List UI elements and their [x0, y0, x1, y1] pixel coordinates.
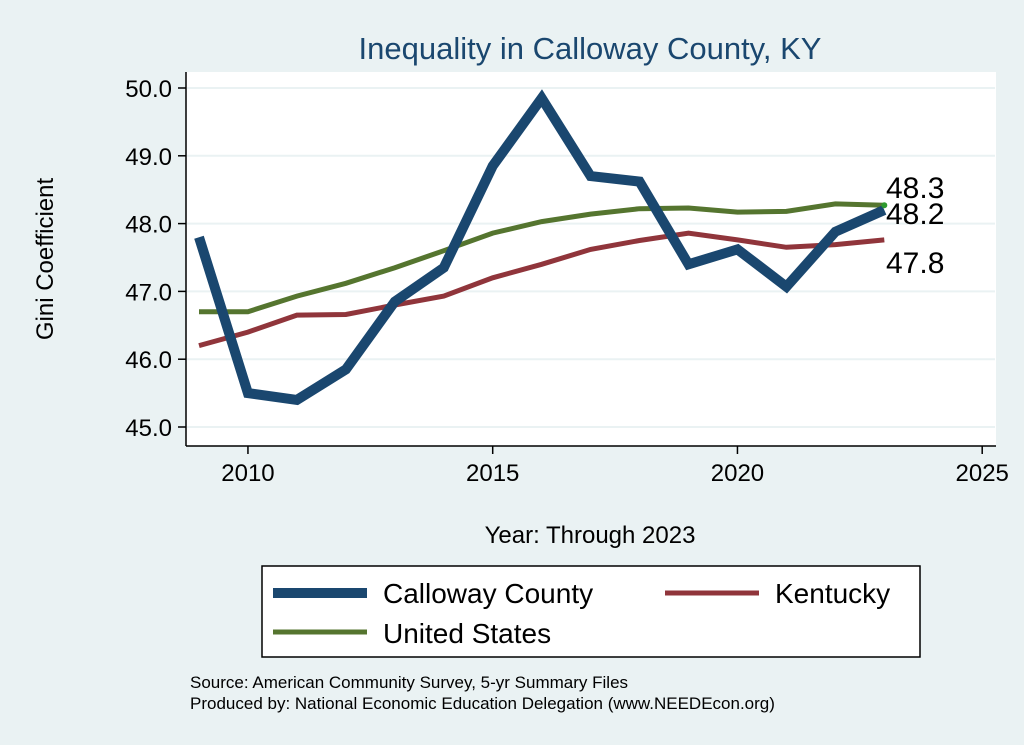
series-line-kentucky — [198, 230, 885, 349]
producer-note: Produced by: National Economic Education… — [190, 694, 775, 713]
end-label-kentucky: 47.8 — [886, 247, 944, 280]
legend-label-kentucky: Kentucky — [775, 578, 890, 609]
y-tick-label: 47.0 — [125, 279, 172, 306]
y-tick-label: 46.0 — [125, 347, 172, 374]
x-axis-title: Year: Through 2023 — [485, 522, 696, 549]
y-tick-label: 45.0 — [125, 415, 172, 442]
x-axis-ticks: 2010 2015 2020 2025 — [221, 446, 1009, 487]
y-axis-title: Gini Coefficient — [32, 178, 59, 341]
series-line-united-states — [199, 201, 885, 315]
y-tick-label: 49.0 — [125, 144, 172, 171]
x-tick-label: 2020 — [711, 460, 764, 487]
legend-label-calloway-county: Calloway County — [383, 578, 593, 609]
y-tick-label: 50.0 — [125, 76, 172, 103]
united-states-end-marker — [881, 202, 888, 209]
x-tick-label: 2010 — [221, 460, 274, 487]
legend-label-united-states: United States — [383, 618, 551, 649]
end-labels: 48.348.2 47.8 — [886, 172, 944, 280]
x-tick-label: 2015 — [466, 460, 519, 487]
legend-box — [261, 565, 921, 658]
end-label-united-states: 48.3 — [886, 172, 944, 205]
y-axis-ticks: 45.0 46.0 47.0 48.0 49.0 50.0 — [125, 76, 186, 442]
series-line-calloway-county — [194, 89, 887, 406]
y-tick-label: 48.0 — [125, 212, 172, 239]
legend: Calloway County Kentucky United States — [261, 565, 921, 658]
chart-title: Inequality in Calloway County, KY — [359, 31, 822, 66]
source-note: Source: American Community Survey, 5-yr … — [190, 673, 628, 692]
series-lines — [194, 89, 888, 406]
end-label-calloway-county: 48.2 — [886, 198, 944, 231]
x-tick-label: 2025 — [956, 460, 1009, 487]
